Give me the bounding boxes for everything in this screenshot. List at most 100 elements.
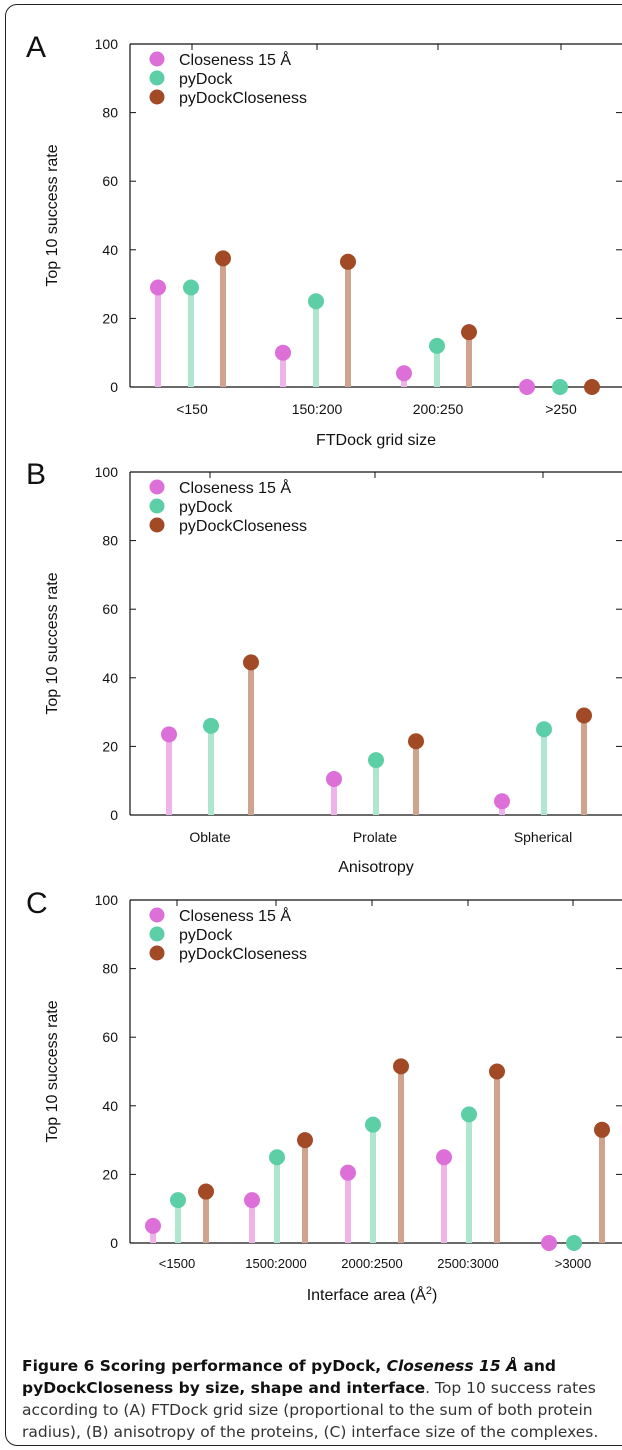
point-closeness-15-1500-2000 (244, 1192, 260, 1209)
point-pydockcloseness-oblate (243, 654, 259, 671)
legend-marker-pydock (149, 926, 165, 942)
point-pydock-3000 (566, 1235, 582, 1251)
legend-marker-pydockcloseness (149, 945, 165, 961)
point-closeness-15-200-250 (396, 365, 412, 382)
point-pydock-150 (183, 279, 199, 296)
point-closeness-15-250 (519, 379, 535, 395)
point-pydock-1500 (170, 1192, 186, 1209)
point-closeness-15-150 (150, 279, 166, 296)
legend-label-pydockcloseness: pyDockCloseness (179, 90, 307, 107)
y-tick-label: 60 (102, 1029, 118, 1045)
x-axis-title: Interface area (Å2) (307, 1285, 438, 1304)
point-pydock-250 (552, 379, 568, 395)
point-pydockcloseness-200-250 (461, 324, 477, 341)
figure-charts: A 0 20 40 60 80 100 Top 10 success rate <150 150:… (26, 31, 622, 1304)
caption-title-part2: and pyDockCloseness by size, shape and i… (22, 1357, 556, 1397)
point-pydock-150-200 (308, 293, 324, 310)
figure-caption: Figure 6 Scoring performance of pyDock, … (22, 1355, 622, 1443)
y-tick-label: 60 (102, 173, 118, 189)
legend-marker-closeness-15 (149, 479, 165, 495)
x-tick-label-prolate: Prolate (353, 829, 398, 845)
y-tick-label: 20 (102, 310, 118, 326)
x-axis-title: FTDock grid size (316, 432, 436, 449)
point-pydock-oblate (203, 717, 219, 734)
legend-label-pydock: pyDock (179, 927, 233, 944)
legend-label-pydock: pyDock (179, 499, 233, 516)
y-tick-label: 100 (95, 464, 119, 480)
point-closeness-15-2000-2500 (340, 1164, 356, 1181)
x-axis-title: Anisotropy (338, 859, 414, 876)
caption-title-italic: Closeness 15 Å (386, 1357, 518, 1375)
x-tick-label-1500-2000: 1500:2000 (245, 1256, 306, 1271)
x-tick-label-3000: >3000 (555, 1256, 592, 1271)
y-tick-label: 0 (110, 1235, 118, 1251)
caption-body: . Top 10 success rates according to (A) … (22, 1379, 599, 1441)
panel-label: A (26, 31, 46, 64)
point-pydockcloseness-150 (215, 250, 231, 267)
legend-marker-closeness-15 (149, 51, 165, 67)
y-tick-label: 20 (102, 1166, 118, 1182)
x-tick-label-250: >250 (545, 401, 577, 417)
legend-label-pydockcloseness: pyDockCloseness (179, 946, 307, 963)
point-closeness-15-oblate (161, 726, 177, 743)
chart-panel-c: C 0 20 40 60 80 100 Top 10 success rate <1500 150… (26, 887, 622, 1304)
chart-panel-a: A 0 20 40 60 80 100 Top 10 success rate <150 150:… (26, 31, 622, 449)
point-pydockcloseness-2500-3000 (489, 1063, 505, 1080)
x-tick-label-2500-3000: 2500:3000 (437, 1256, 498, 1271)
y-tick-label: 0 (110, 807, 118, 823)
x-tick-label-spherical: Spherical (514, 829, 572, 845)
legend-marker-closeness-15 (149, 907, 165, 923)
point-pydock-spherical (536, 721, 552, 738)
point-pydock-prolate (368, 752, 384, 769)
y-tick-label: 40 (102, 242, 118, 258)
point-pydockcloseness-1500-2000 (297, 1132, 313, 1149)
y-tick-label: 20 (102, 738, 118, 754)
x-tick-label-200-250: 200:250 (413, 401, 464, 417)
legend-marker-pydock (149, 498, 165, 514)
point-pydockcloseness-1500 (198, 1183, 214, 1200)
point-closeness-15-2500-3000 (436, 1149, 452, 1166)
x-tick-label-150: <150 (176, 401, 208, 417)
chart-panel-b: B 0 20 40 60 80 100 Top 10 success rate Oblate Pr… (26, 458, 622, 876)
legend-marker-pydock (149, 70, 165, 86)
point-pydock-1500-2000 (269, 1149, 285, 1166)
panel-label: B (26, 458, 46, 491)
x-tick-label-oblate: Oblate (189, 829, 230, 845)
point-pydockcloseness-250 (584, 379, 600, 395)
y-tick-label: 100 (95, 892, 119, 908)
x-tick-label-1500: <1500 (159, 1256, 196, 1271)
y-tick-label: 0 (110, 379, 118, 395)
point-pydockcloseness-150-200 (340, 253, 356, 270)
legend-label-pydock: pyDock (179, 71, 233, 88)
point-pydockcloseness-3000 (594, 1121, 610, 1138)
y-tick-label: 100 (95, 36, 119, 52)
x-tick-label-150-200: 150:200 (292, 401, 343, 417)
figure-frame (5, 4, 622, 1446)
point-closeness-15-1500 (145, 1217, 161, 1234)
y-axis-title: Top 10 success rate (44, 572, 61, 714)
y-tick-label: 80 (102, 961, 118, 977)
y-axis-title: Top 10 success rate (44, 144, 61, 286)
point-pydockcloseness-prolate (408, 733, 424, 750)
legend-marker-pydockcloseness (149, 89, 165, 105)
point-pydockcloseness-spherical (576, 707, 592, 724)
legend-label-closeness-15: Closeness 15 Å (179, 478, 291, 497)
point-pydockcloseness-2000-2500 (393, 1058, 409, 1075)
legend-marker-pydockcloseness (149, 517, 165, 533)
point-pydock-2500-3000 (461, 1106, 477, 1123)
panel-label: C (26, 887, 48, 920)
legend-label-closeness-15: Closeness 15 Å (179, 906, 291, 925)
y-tick-label: 80 (102, 533, 118, 549)
y-axis-title: Top 10 success rate (44, 1000, 61, 1142)
y-tick-label: 40 (102, 670, 118, 686)
legend-label-closeness-15: Closeness 15 Å (179, 50, 291, 69)
legend-label-pydockcloseness: pyDockCloseness (179, 518, 307, 535)
point-pydock-2000-2500 (365, 1116, 381, 1133)
x-tick-label-2000-2500: 2000:2500 (341, 1256, 402, 1271)
caption-title-part1: Figure 6 Scoring performance of pyDock, (22, 1357, 387, 1375)
y-tick-label: 80 (102, 105, 118, 121)
y-tick-label: 60 (102, 601, 118, 617)
point-closeness-15-3000 (541, 1235, 557, 1251)
y-tick-label: 40 (102, 1098, 118, 1114)
point-closeness-15-150-200 (275, 344, 291, 361)
